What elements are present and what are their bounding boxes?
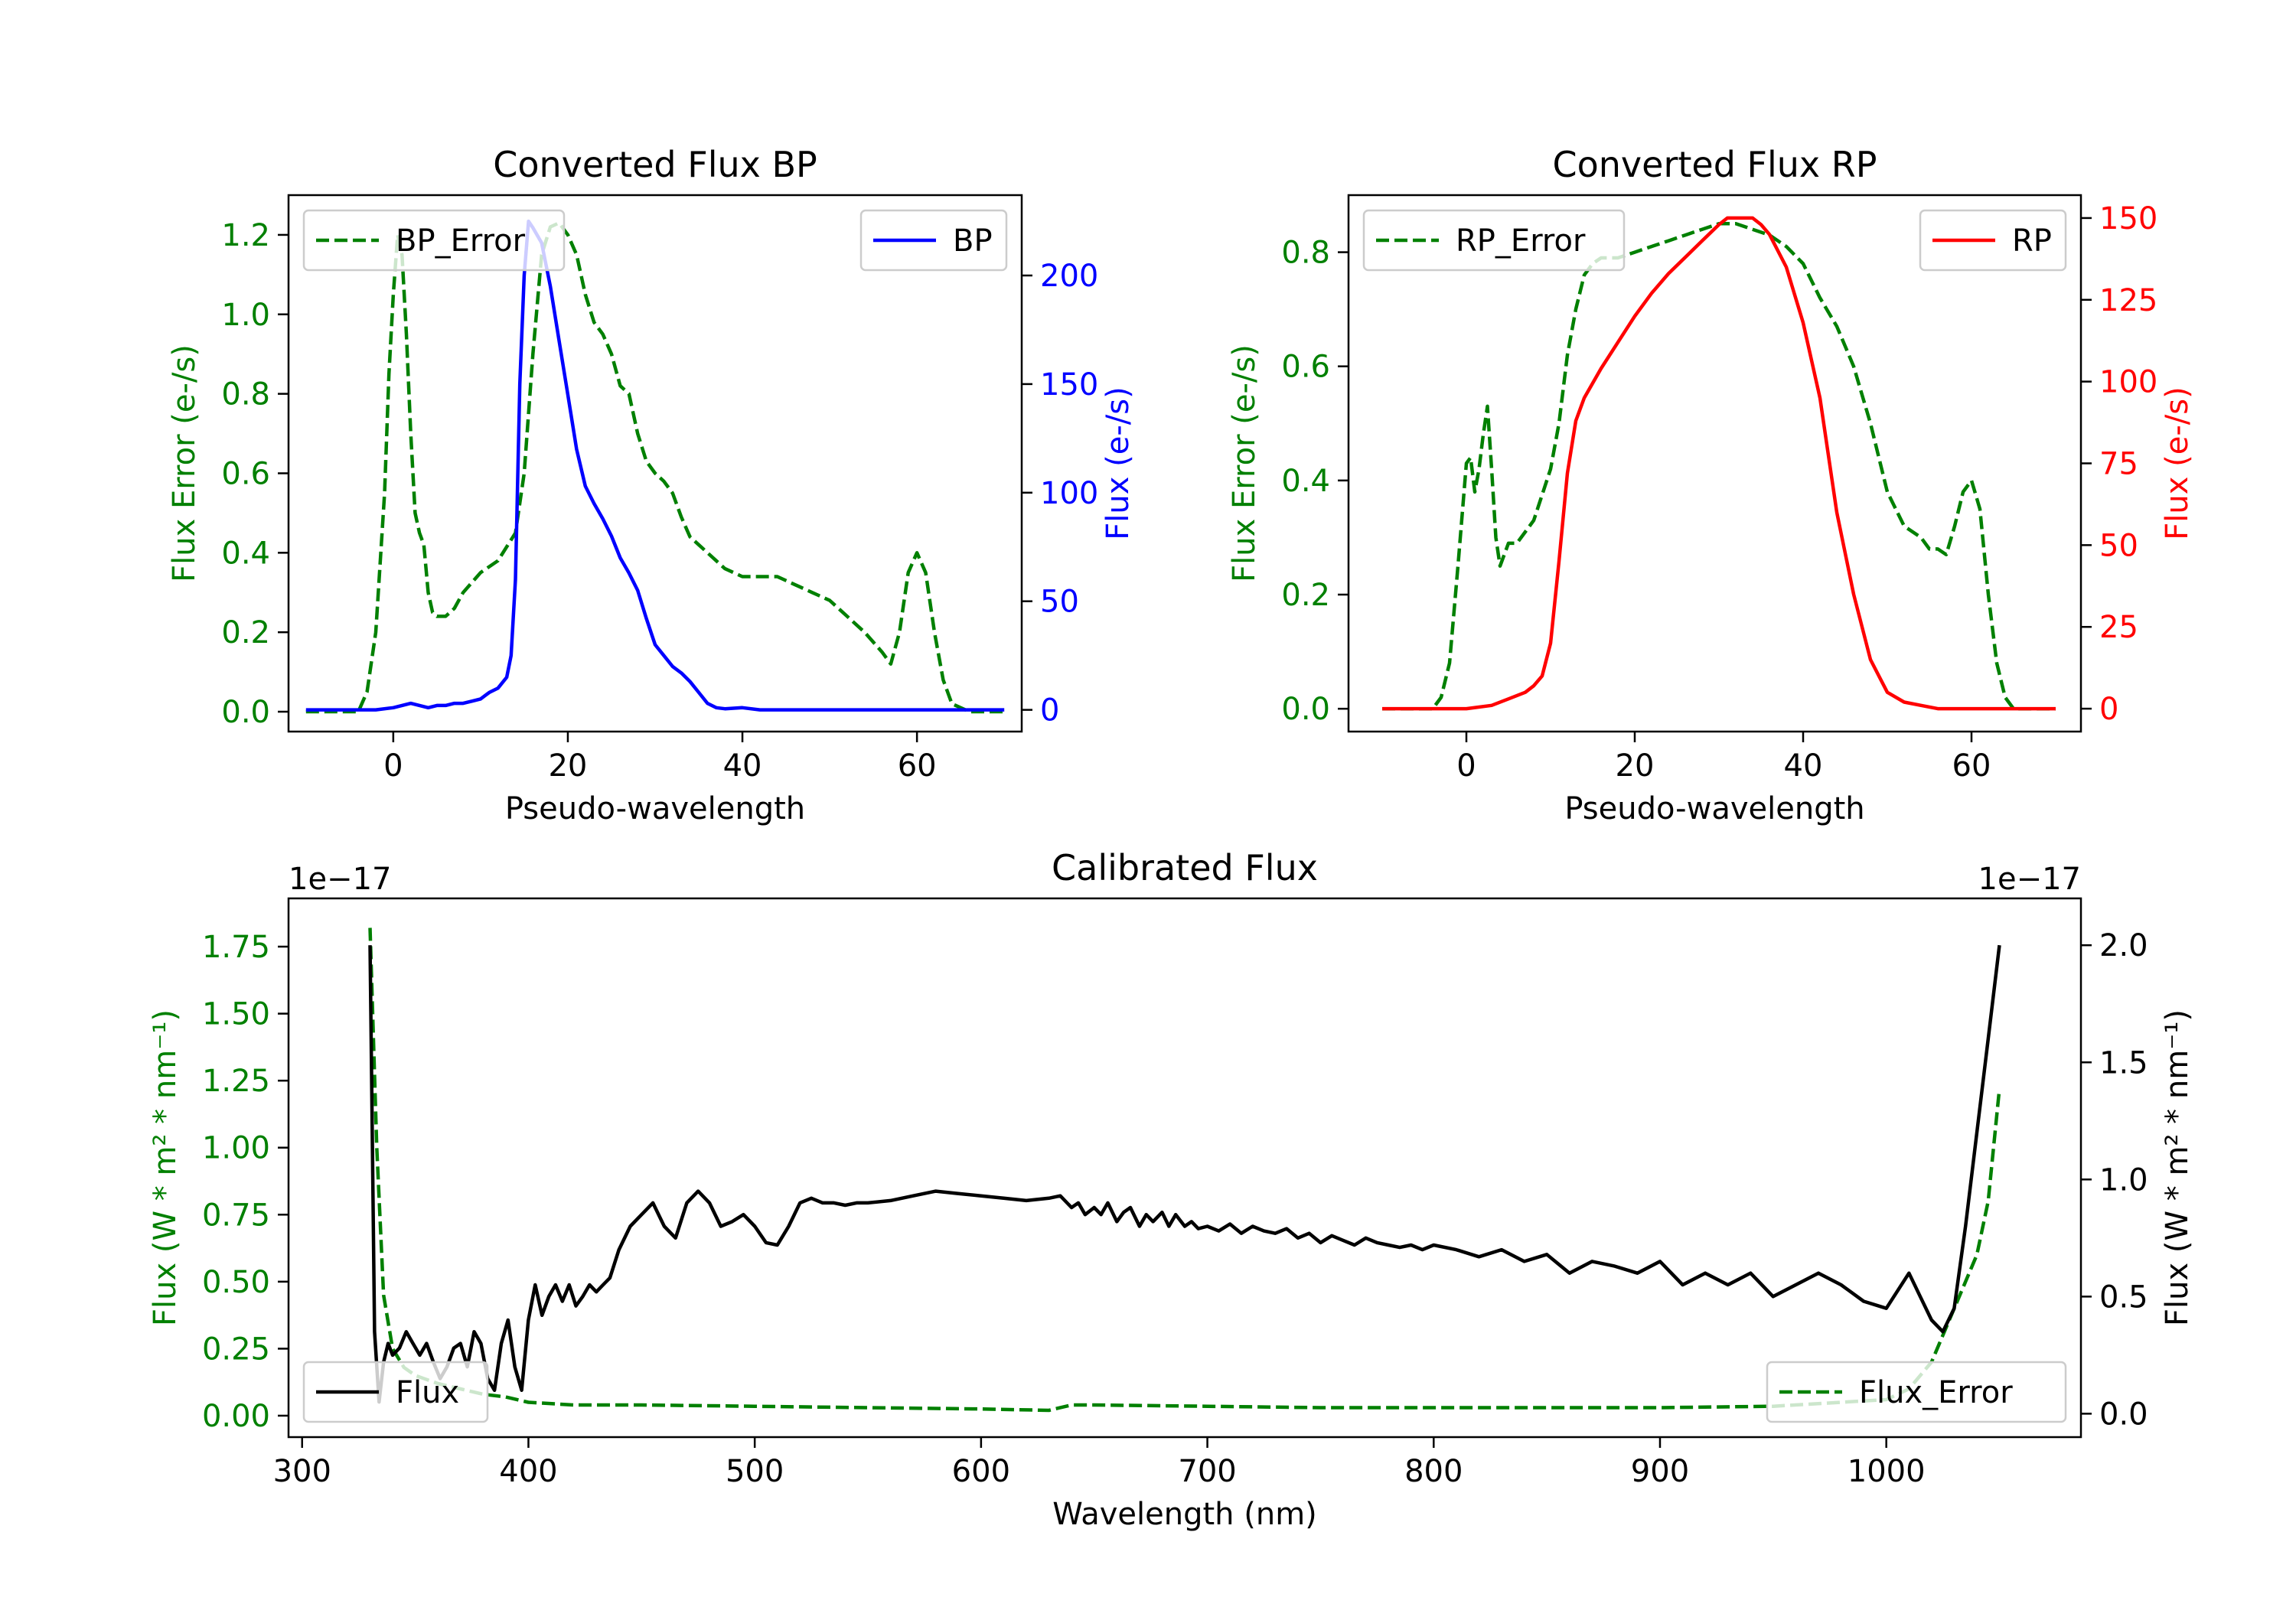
legend-label: BP_Error xyxy=(396,223,526,259)
y-left-tick-label: 1.75 xyxy=(202,930,270,965)
y-right-tick-label: 50 xyxy=(1040,585,1079,620)
x-tick-label: 300 xyxy=(273,1454,331,1489)
legend-rp-error: RP_Error xyxy=(1362,209,1626,272)
plot-frame xyxy=(287,194,1023,733)
chart-calibrated: 300 400 500 600 700 800 900 1000 Wavelength (nm)… xyxy=(148,847,2195,1532)
y-right-axis-label: Flux (e-/s) xyxy=(1101,386,1136,539)
chart-title: Converted Flux BP xyxy=(493,144,817,185)
x-tick-label: 40 xyxy=(1784,748,1823,784)
x-tick-label: 600 xyxy=(952,1454,1010,1489)
y-right-tick-label: 150 xyxy=(1040,367,1098,403)
y-left-tick-label: 0.75 xyxy=(202,1198,270,1233)
legend-label: RP_Error xyxy=(1456,223,1586,259)
legend-flux: Flux xyxy=(302,1361,489,1423)
legend-label: Flux_Error xyxy=(1859,1375,2013,1410)
x-tick-label: 20 xyxy=(548,748,587,784)
x-tick-label: 700 xyxy=(1178,1454,1236,1489)
chart-title: Converted Flux RP xyxy=(1553,144,1877,185)
x-tick-label: 900 xyxy=(1631,1454,1689,1489)
y-left-tick-label: 1.00 xyxy=(202,1131,270,1166)
x-tick-label: 800 xyxy=(1404,1454,1463,1489)
x-tick-label: 60 xyxy=(1952,748,1991,784)
y-right-tick-label: 2.0 xyxy=(2099,928,2148,963)
y-right-tick-label: 100 xyxy=(2099,365,2157,400)
x-tick-label: 60 xyxy=(898,748,937,784)
y-right-tick-label: 150 xyxy=(2099,201,2157,236)
legend-bp: BP xyxy=(859,209,1008,272)
x-tick-label: 0 xyxy=(383,748,403,784)
y-right-tick-label: 1.5 xyxy=(2099,1045,2148,1081)
chart-bp: 0 20 40 60 Pseudo-wavelength 0.0 0.2 0.4 0.6 0.8 1… xyxy=(167,144,1136,826)
y-left-tick-label: 0.0 xyxy=(1281,692,1330,727)
y-left-tick-label: 0.0 xyxy=(221,695,270,730)
legend-box xyxy=(302,1361,489,1423)
y-right-offset-label: 1e−17 xyxy=(1978,862,2081,897)
series-flux-line xyxy=(368,944,2001,1404)
series-bp-line xyxy=(305,219,1005,712)
x-tick-label: 0 xyxy=(1456,748,1476,784)
y-left-tick-label: 0.8 xyxy=(1281,236,1330,271)
y-left-tick-label: 0.8 xyxy=(221,377,270,412)
y-right-tick-label: 0.0 xyxy=(2099,1397,2148,1432)
y-right-tick-label: 100 xyxy=(1040,476,1098,511)
y-right-tick-label: 0 xyxy=(2099,692,2118,727)
y-right-tick-label: 50 xyxy=(2099,528,2138,563)
legend-box xyxy=(302,209,566,272)
y-left-tick-label: 0.25 xyxy=(202,1332,270,1367)
x-tick-label: 400 xyxy=(499,1454,557,1489)
y-left-tick-label: 0.50 xyxy=(202,1265,270,1300)
y-left-tick-label: 0.4 xyxy=(221,536,270,571)
plot-frame xyxy=(287,897,2082,1439)
series-rp-line xyxy=(1382,216,2056,711)
x-axis-label: Pseudo-wavelength xyxy=(505,791,805,826)
legend-box xyxy=(1362,209,1626,272)
legend-label: RP xyxy=(2012,223,2052,259)
x-axis-label: Wavelength (nm) xyxy=(1052,1497,1317,1532)
legend-flux-error: Flux_Error xyxy=(1766,1361,2067,1423)
y-left-tick-label: 1.2 xyxy=(221,218,270,253)
y-right-tick-label: 1.0 xyxy=(2099,1162,2148,1198)
legend-box xyxy=(1766,1361,2067,1423)
y-right-tick-label: 0 xyxy=(1040,693,1059,729)
y-left-tick-label: 0.00 xyxy=(202,1399,270,1434)
x-axis-label: Pseudo-wavelength xyxy=(1564,791,1864,826)
y-right-axis-label: Flux (e-/s) xyxy=(2160,386,2195,539)
y-left-tick-label: 1.25 xyxy=(202,1064,270,1099)
legend-label: BP xyxy=(953,223,993,259)
y-right-tick-label: 125 xyxy=(2099,283,2157,318)
y-left-offset-label: 1e−17 xyxy=(289,862,391,897)
y-left-tick-label: 0.4 xyxy=(1281,464,1330,499)
y-left-tick-label: 0.2 xyxy=(1281,578,1330,613)
y-left-axis-label: Flux (W * m² * nm⁻¹) xyxy=(148,1009,183,1326)
series-bp-error-line xyxy=(305,221,1005,714)
y-right-tick-label: 0.5 xyxy=(2099,1279,2148,1315)
chart-rp: 0 20 40 60 Pseudo-wavelength 0.0 0.2 0.4 0.6 0.8 F… xyxy=(1227,144,2195,826)
chart-title: Calibrated Flux xyxy=(1052,847,1318,888)
legend-bp-error: BP_Error xyxy=(302,209,566,272)
y-left-tick-label: 0.6 xyxy=(221,456,270,491)
x-tick-label: 1000 xyxy=(1848,1454,1926,1489)
x-tick-label: 40 xyxy=(723,748,762,784)
y-right-tick-label: 200 xyxy=(1040,259,1098,294)
y-left-tick-label: 1.50 xyxy=(202,997,270,1032)
legend-rp: RP xyxy=(1919,209,2067,272)
x-tick-label: 20 xyxy=(1616,748,1655,784)
series-rp-error-line xyxy=(1382,222,2056,711)
y-left-tick-label: 0.2 xyxy=(221,615,270,650)
y-left-tick-label: 1.0 xyxy=(221,298,270,333)
x-tick-label: 500 xyxy=(726,1454,784,1489)
y-left-axis-label: Flux Error (e-/s) xyxy=(1227,344,1262,582)
y-left-axis-label: Flux Error (e-/s) xyxy=(167,344,202,582)
y-right-tick-label: 75 xyxy=(2099,447,2138,482)
y-left-tick-label: 0.6 xyxy=(1281,350,1330,385)
y-right-axis-label: Flux (W * m² * nm⁻¹) xyxy=(2160,1009,2195,1326)
y-right-tick-label: 25 xyxy=(2099,610,2138,645)
legend-label: Flux xyxy=(396,1375,459,1410)
